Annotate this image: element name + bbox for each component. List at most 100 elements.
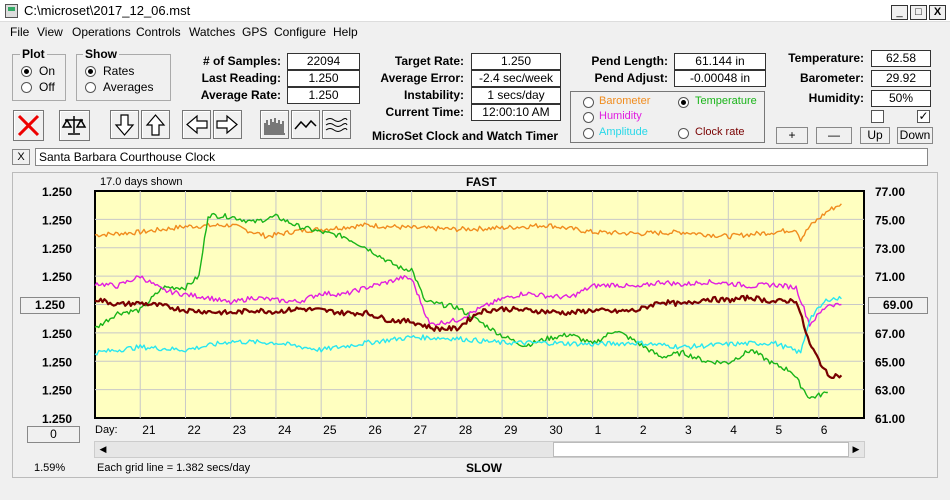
arrow-right-icon: [216, 114, 238, 135]
line-graph-icon: [294, 119, 317, 130]
close-button[interactable]: X: [929, 5, 946, 20]
last-reading-label: Last Reading:: [201, 71, 281, 85]
watch-name-input[interactable]: Santa Barbara Courthouse Clock: [35, 148, 928, 166]
arrow-left-button[interactable]: [182, 110, 211, 139]
menu-configure[interactable]: Configure: [274, 25, 327, 39]
balance-button[interactable]: [59, 110, 90, 141]
scale-down-button[interactable]: Down: [897, 127, 933, 144]
x-tick-label: 26: [368, 423, 382, 437]
right-tick-label: 65.00: [875, 355, 905, 369]
menu-view[interactable]: View: [37, 25, 63, 39]
series-line-barometer: [94, 203, 842, 242]
arrow-left-icon: [186, 114, 208, 135]
clear-watch-button[interactable]: X: [12, 149, 30, 165]
plot-on-radio[interactable]: [21, 66, 32, 77]
show-rates-radio[interactable]: [85, 66, 96, 77]
x-tick-label: 27: [414, 423, 428, 437]
average-error-label: Average Error:: [380, 71, 464, 85]
pend-adjust-label: Pend Adjust:: [594, 71, 668, 85]
x-tick-label: 21: [142, 423, 156, 437]
show-averages-radio[interactable]: [85, 82, 96, 93]
x-tick-label: 25: [323, 423, 337, 437]
option-checkbox-2[interactable]: ✓: [917, 109, 930, 123]
instability-label: Instability:: [403, 88, 464, 102]
line-view-button[interactable]: [291, 110, 320, 139]
scroll-right-icon[interactable]: ▶: [852, 444, 860, 454]
temperature-radio[interactable]: [678, 97, 689, 108]
arrow-up-button[interactable]: [141, 110, 170, 139]
right-tick-label: 75.00: [875, 213, 905, 227]
amplitude-radio[interactable]: [583, 128, 594, 139]
humidity-field: 50%: [871, 90, 931, 107]
barometer-label: Barometer:: [799, 71, 864, 85]
fast-label: FAST: [466, 175, 497, 189]
grid-note: Each grid line = 1.382 secs/day: [97, 462, 251, 474]
plot-group-title: Plot: [20, 47, 47, 61]
temperature-option-label: Temperature: [695, 95, 757, 107]
barometer-radio[interactable]: [583, 97, 594, 108]
bar-view-button[interactable]: [260, 110, 289, 139]
menu-file[interactable]: File: [10, 25, 30, 39]
amplitude-option-label: Amplitude: [599, 126, 648, 138]
menu-gps[interactable]: GPS: [242, 25, 268, 39]
scale-up-button[interactable]: Up: [860, 127, 890, 144]
series-line-amplitude: [94, 295, 842, 356]
left-tick-label: 1.250: [42, 185, 72, 199]
clock-rate-radio[interactable]: [678, 128, 689, 139]
option-checkbox-1[interactable]: [871, 110, 884, 123]
humidity-radio[interactable]: [583, 112, 594, 123]
right-axis-reference-button[interactable]: 69.00: [868, 297, 928, 314]
days-shown-label: 17.0 days shown: [100, 176, 183, 188]
menu-bar: File View Operations Controls Watches GP…: [0, 22, 950, 42]
minimize-button[interactable]: _: [891, 5, 908, 20]
average-rate-field: 1.250: [287, 87, 360, 104]
stop-button[interactable]: [13, 110, 44, 141]
barometer-option-label: Barometer: [599, 95, 651, 107]
left-tick-label: 1.250: [42, 355, 72, 369]
x-tick-label: 24: [278, 423, 292, 437]
x-tick-label: 6: [821, 423, 828, 437]
left-axis-reference-button[interactable]: 1.250: [20, 297, 80, 314]
multi-line-graph-icon: [325, 118, 348, 132]
pend-length-label: Pend Length:: [591, 54, 668, 68]
x-tick-label: 5: [776, 423, 783, 437]
target-rate-field[interactable]: 1.250: [471, 53, 561, 70]
series-select-group: [570, 91, 765, 143]
scroll-thumb[interactable]: [553, 442, 849, 457]
right-tick-label: 61.00: [875, 412, 905, 426]
menu-controls[interactable]: Controls: [136, 25, 181, 39]
x-tick-label: 1: [595, 423, 602, 437]
window-title: C:\microset\2017_12_06.mst: [24, 3, 191, 18]
show-averages-label: Averages: [103, 80, 154, 94]
horizontal-scrollbar[interactable]: ◀ ▶: [94, 441, 865, 458]
right-tick-label: 77.00: [875, 185, 905, 199]
x-tick-label: 3: [685, 423, 692, 437]
scroll-left-icon[interactable]: ◀: [99, 444, 107, 454]
scale-minus-button[interactable]: —: [816, 127, 852, 144]
multi-line-view-button[interactable]: [322, 110, 351, 139]
humidity-label: Humidity:: [808, 91, 864, 105]
last-reading-field: 1.250: [287, 70, 360, 87]
average-error-field: -2.4 sec/week: [471, 70, 561, 87]
plot-off-radio[interactable]: [21, 82, 32, 93]
pend-adjust-field: -0.00048 in: [674, 70, 766, 87]
right-tick-label: 73.00: [875, 242, 905, 256]
menu-help[interactable]: Help: [333, 25, 358, 39]
pend-length-field: 61.144 in: [674, 53, 766, 70]
x-tick-label: 23: [233, 423, 247, 437]
maximize-button[interactable]: □: [910, 5, 927, 20]
app-caption: MicroSet Clock and Watch Timer: [372, 129, 559, 143]
arrow-down-icon: [114, 114, 135, 136]
app-icon[interactable]: [5, 4, 18, 18]
menu-watches[interactable]: Watches: [189, 25, 236, 39]
left-axis-zero-button[interactable]: 0: [27, 426, 80, 443]
instability-field: 1 secs/day: [471, 87, 561, 104]
menu-operations[interactable]: Operations: [72, 25, 131, 39]
arrow-right-button[interactable]: [213, 110, 242, 139]
right-tick-label: 63.00: [875, 384, 905, 398]
temperature-field: 62.58: [871, 50, 931, 67]
arrow-down-button[interactable]: [110, 110, 139, 139]
red-x-icon: [17, 114, 40, 137]
scale-plus-button[interactable]: +: [776, 127, 808, 144]
